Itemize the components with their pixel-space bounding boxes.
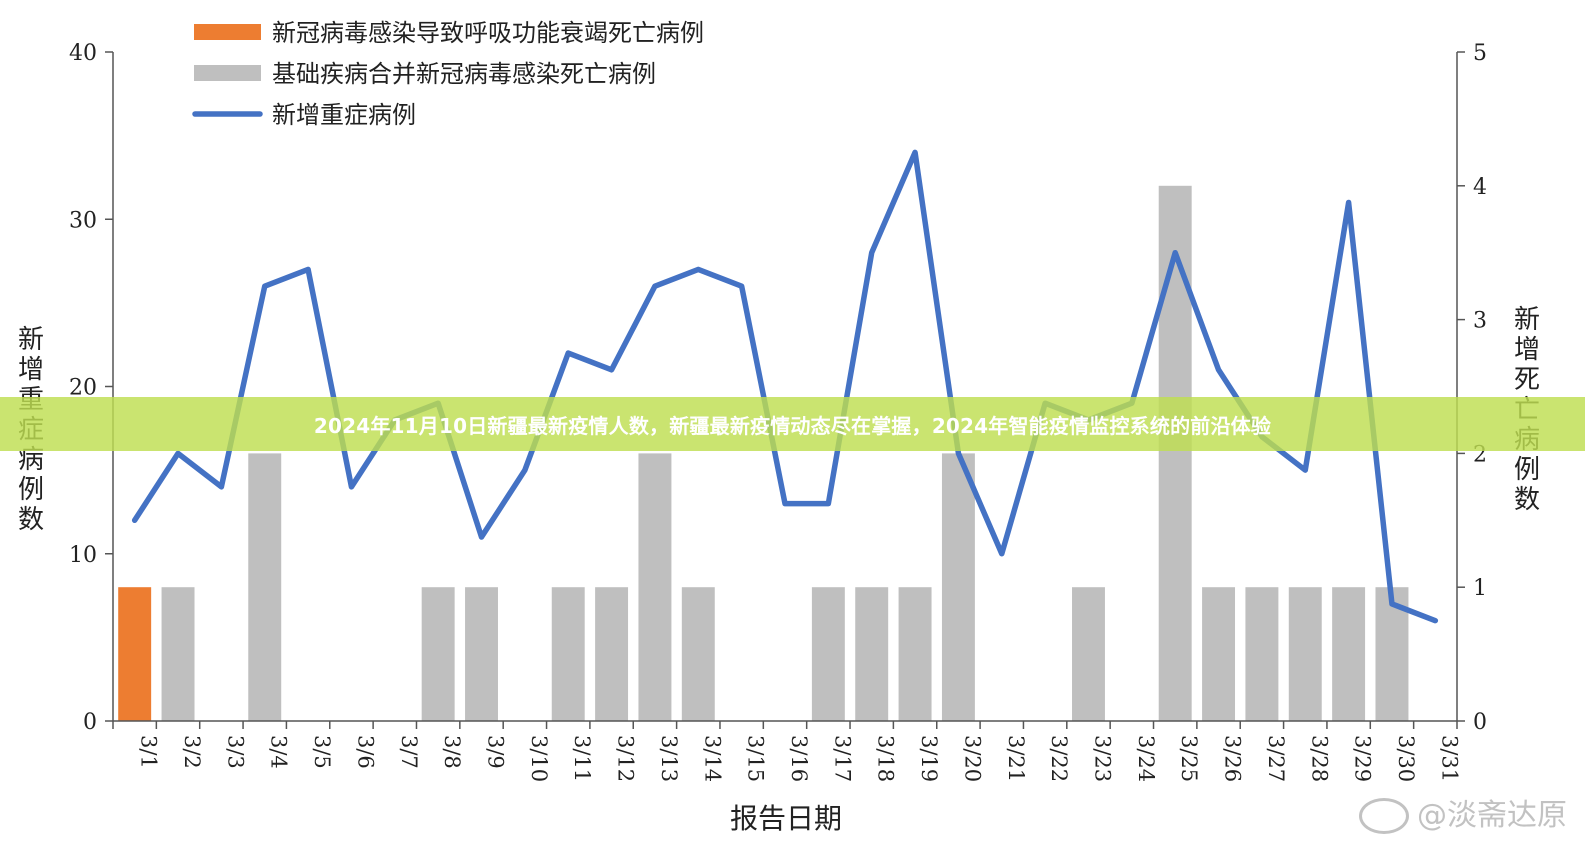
bar: [1158, 185, 1192, 722]
x-tick-label: 3/25: [1177, 735, 1201, 782]
y-right-title-char: 新: [1514, 305, 1540, 335]
bar: [551, 587, 585, 721]
line-layer: [131, 149, 1439, 624]
y-left-title-char: 增: [18, 355, 44, 385]
bar: [811, 587, 845, 721]
x-tick-label: 3/4: [267, 735, 291, 769]
bar-layer: [118, 185, 1409, 722]
x-tick-label: 3/27: [1264, 735, 1288, 782]
x-tick-label: 3/28: [1307, 735, 1331, 782]
x-axis-title: 报告日期: [730, 802, 842, 835]
headline-text: 2024年11月10日新疆最新疫情人数，新疆最新疫情动态尽在掌握，2024年智能…: [313, 413, 1272, 438]
x-tick-label: 3/30: [1394, 735, 1418, 782]
right-tick-label: 3: [1473, 309, 1487, 334]
y-right-title-char: 例: [1514, 455, 1540, 485]
y-left-title-char: 数: [18, 505, 44, 535]
bar: [1072, 587, 1105, 721]
bar: [1332, 587, 1366, 721]
left-tick-label: 20: [69, 376, 97, 401]
x-tick-label: 3/15: [744, 735, 768, 782]
x-tick-label: 3/31: [1437, 735, 1461, 782]
x-tick-label: 3/26: [1221, 735, 1245, 782]
legend-swatch: [194, 24, 261, 40]
x-tick-label: 3/22: [1047, 735, 1071, 782]
watermark-text: @淡斋达原: [1417, 797, 1567, 833]
bar: [638, 453, 672, 721]
x-tick-label: 3/14: [700, 735, 724, 782]
x-tick-label: 3/23: [1090, 735, 1114, 782]
x-tick-label: 3/11: [570, 735, 594, 782]
legend-label: 新冠病毒感染导致呼吸功能衰竭死亡病例: [272, 19, 704, 47]
bar: [898, 587, 932, 721]
x-tick-label: 3/13: [657, 735, 681, 782]
right-tick-label: 4: [1473, 175, 1487, 200]
x-tick-label: 3/20: [960, 735, 984, 782]
bar: [161, 587, 195, 721]
x-tick-label: 3/10: [527, 735, 551, 782]
legend-label: 基础疾病合并新冠病毒感染死亡病例: [272, 60, 656, 88]
x-tick-label: 3/16: [787, 735, 811, 782]
bar: [248, 453, 282, 721]
y-right-title-char: 数: [1514, 485, 1540, 515]
x-tick-label: 3/8: [440, 735, 464, 769]
left-tick-label: 0: [83, 710, 97, 735]
bar: [1288, 587, 1322, 721]
right-tick-label: 0: [1473, 710, 1487, 735]
x-tick-label: 3/7: [397, 735, 421, 769]
x-tick-label: 3/12: [614, 735, 638, 782]
x-tick-label: 3/9: [484, 735, 508, 769]
y-right-title-char: 增: [1514, 335, 1540, 365]
x-tick-label: 3/18: [874, 735, 898, 782]
x-tick-label: 3/6: [353, 735, 377, 769]
bar: [595, 587, 629, 721]
bar: [465, 587, 498, 721]
bar: [855, 587, 889, 721]
x-tick-label: 3/5: [310, 735, 334, 769]
left-tick-label: 30: [69, 208, 97, 233]
watermark: @淡斋达原: [1359, 790, 1567, 834]
x-tick-label: 3/24: [1134, 735, 1158, 782]
x-tick-label: 3/1: [137, 735, 161, 769]
y-right-title-char: 死: [1514, 365, 1540, 395]
headline-banner: 2024年11月10日新疆最新疫情人数，新疆最新疫情动态尽在掌握，2024年智能…: [0, 397, 1585, 451]
bar: [1245, 587, 1279, 721]
line-series: [131, 149, 1439, 624]
legend-label: 新增重症病例: [272, 101, 416, 129]
x-tick-label: 3/19: [917, 735, 941, 782]
left-tick-label: 10: [69, 543, 97, 568]
left-tick-label: 40: [69, 41, 97, 66]
y-left-title-char: 例: [18, 475, 44, 505]
bar: [1202, 587, 1236, 721]
x-tick-label: 3/3: [223, 735, 247, 769]
bar: [681, 587, 715, 721]
weibo-icon: [1359, 798, 1409, 834]
right-tick-label: 1: [1473, 576, 1487, 601]
legend-swatch: [194, 65, 261, 81]
x-tick-label: 3/2: [180, 735, 204, 769]
bar: [118, 587, 152, 721]
bar: [421, 587, 455, 721]
y-left-title-char: 新: [18, 325, 44, 355]
x-tick-label: 3/21: [1004, 735, 1028, 782]
x-tick-label: 3/29: [1351, 735, 1375, 782]
right-tick-label: 5: [1473, 41, 1487, 66]
bar: [941, 453, 975, 721]
x-tick-label: 3/17: [830, 735, 854, 782]
